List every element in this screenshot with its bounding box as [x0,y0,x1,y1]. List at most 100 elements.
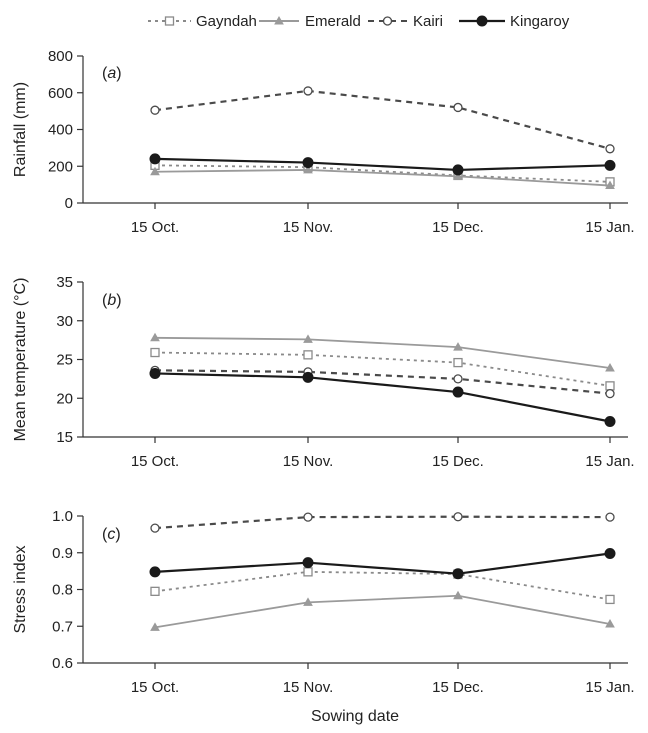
series-kingaroy [149,547,616,580]
legend-label: Kingaroy [510,13,570,30]
data-point-gayndah [605,381,615,391]
series-emerald [150,164,615,190]
series-line-kingaroy [154,552,611,575]
series-kingaroy [149,153,616,176]
series-emerald [150,332,615,372]
series-line-kairi [154,369,611,395]
series-line-kairi [154,89,611,150]
data-point-kingaroy [149,367,161,379]
series-emerald [150,590,615,631]
x-tick-label: 15 Oct. [131,219,179,236]
data-point-emerald [303,334,313,343]
x-tick-label: 15 Jan. [585,219,634,236]
data-point-kingaroy [452,568,464,580]
legend-item-gayndah: Gayndah [148,13,257,30]
x-tick-label: 15 Nov. [283,679,334,696]
data-point-kairi [303,512,313,522]
y-tick-label: 400 [48,122,73,139]
data-point-kairi [453,512,463,522]
data-point-emerald [453,590,463,600]
data-point-kairi [605,144,615,154]
legend-label: Gayndah [196,13,257,30]
y-tick-label: 30 [56,313,73,330]
x-tick-label: 15 Jan. [585,679,634,696]
data-point-emerald [150,622,160,631]
data-point-kingaroy [604,159,616,171]
data-point-gayndah [303,567,313,577]
x-axis-title: Sowing date [311,708,399,725]
series-kingaroy [149,367,616,427]
y-tick-label: 0.6 [52,655,73,672]
x-tick-label: 15 Dec. [432,219,484,236]
data-point-kingaroy [302,157,314,169]
legend-swatch-marker [476,15,488,27]
chart-panel-b: 15 20 25 30 35 15 Oct. 15 Nov. 15 Dec. 15 Jan. Me… [12,274,635,470]
y-tick-label: 0 [65,195,73,212]
y-tick-label: 200 [48,158,73,175]
y-tick-label: 15 [56,429,73,446]
y-tick-label: 35 [56,274,73,291]
data-point-emerald [605,363,615,372]
x-tick-label: 15 Dec. [432,679,484,696]
data-point-gayndah [303,350,313,360]
series-kairi [150,86,615,154]
data-point-kairi [453,102,463,113]
legend-item-kairi: Kairi [368,13,443,30]
x-tick-label: 15 Nov. [283,219,334,236]
series-kairi [150,365,615,399]
data-point-kairi [303,86,313,96]
legend-swatch-marker [382,16,393,26]
legend-swatch-marker [274,15,284,25]
panel-label: (b) [102,292,122,309]
y-axis-title: Rainfall (mm) [12,82,29,177]
y-tick-label: 1.0 [52,508,73,525]
data-point-kairi [605,388,615,399]
series-gayndah [150,567,615,605]
data-point-gayndah [453,357,463,368]
legend-item-emerald: Emerald [259,13,361,30]
data-point-kingaroy [604,416,616,427]
series-line-emerald [154,594,611,629]
x-tick-label: 15 Oct. [131,453,179,470]
data-point-emerald [453,342,463,351]
data-point-kingaroy [604,547,616,559]
data-point-emerald [453,171,463,180]
x-tick-label: 15 Nov. [283,453,334,470]
x-tick-label: 15 Dec. [432,453,484,470]
series-line-gayndah [154,570,611,601]
y-tick-label: 25 [56,352,73,369]
series-line-kingaroy [154,372,611,423]
series-line-kingaroy [154,157,611,172]
panels: 0 200 400 600 800 15 Oct. 15 Nov. 15 Dec. 15 Jan… [12,48,635,696]
data-point-kairi [605,512,615,522]
data-point-emerald [605,180,615,190]
y-tick-label: 0.9 [52,545,73,562]
data-point-gayndah [605,594,615,605]
data-point-kairi [150,523,160,533]
legend-swatch-marker [164,16,175,26]
y-tick-label: 600 [48,85,73,102]
legend-label: Kairi [413,13,443,30]
data-point-kingaroy [452,386,464,398]
series-line-emerald [154,336,611,369]
data-point-kairi [150,105,160,115]
series-gayndah [150,347,615,391]
series-line-gayndah [154,164,611,183]
data-point-emerald [150,332,160,342]
legend-label: Emerald [305,13,361,30]
data-point-emerald [150,166,160,176]
series-line-kairi [154,515,611,530]
data-point-kairi [453,374,463,384]
panel-label: (c) [102,526,121,543]
data-point-emerald [303,164,313,174]
y-axis-title: Stress index [12,545,29,633]
data-point-emerald [303,597,313,606]
data-point-kingaroy [302,371,314,383]
legend-item-kingaroy: Kingaroy [459,13,570,30]
y-tick-label: 0.8 [52,582,73,599]
data-point-kingaroy [302,557,314,569]
data-point-emerald [605,619,615,628]
y-tick-label: 20 [56,390,73,407]
panel-label: (a) [102,65,122,82]
